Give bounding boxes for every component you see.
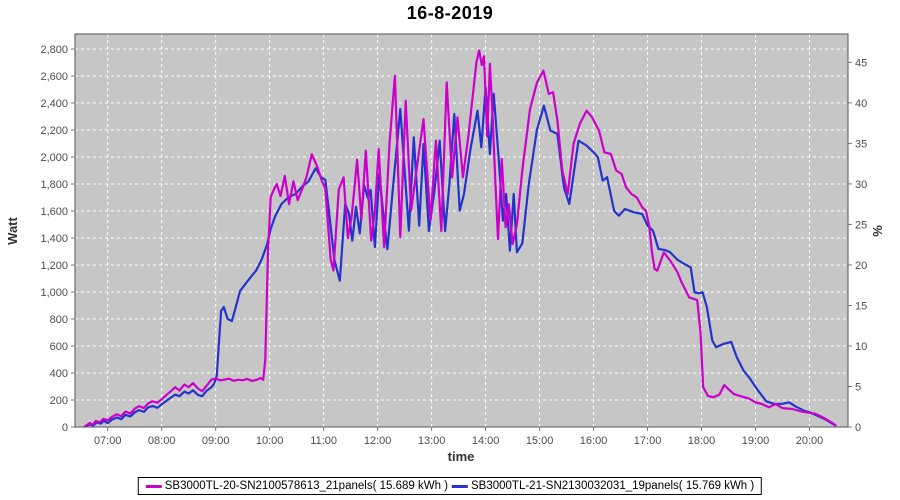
x-axis-tick-label: 10:00	[256, 435, 284, 447]
y-axis-left-tick-label: 1,000	[40, 287, 68, 299]
x-axis-tick-label: 18:00	[688, 435, 716, 447]
y-axis-left-tick-label: 2,800	[40, 44, 68, 56]
chart-title: 16-8-2019	[406, 3, 494, 23]
y-axis-right-title: %	[870, 225, 885, 237]
x-axis-tick-label: 16:00	[580, 435, 608, 447]
series-line-20	[83, 49, 837, 428]
y-axis-left-tick-label: 1,200	[40, 260, 68, 272]
x-axis-tick-label: 12:00	[364, 435, 392, 447]
legend-label-inverter-20: SB3000TL-20-SN2100578613_21panels( 15.68…	[164, 480, 448, 492]
y-axis-right-tick-label: 20	[855, 260, 867, 272]
x-axis-tick-label: 14:00	[472, 435, 500, 447]
x-axis-title: time	[448, 449, 475, 464]
chart-legend: SB3000TL-20-SN2100578613_21panels( 15.68…	[137, 477, 763, 495]
series-line-21	[83, 86, 837, 428]
y-axis-right-tick-label: 35	[855, 138, 867, 150]
y-axis-right-tick-label: 45	[855, 57, 867, 69]
legend-item-inverter-21: SB3000TL-21-SN2130032031_19panels( 15.76…	[452, 480, 754, 492]
x-axis-tick-label: 19:00	[742, 435, 770, 447]
x-axis-tick-label: 09:00	[202, 435, 230, 447]
x-axis-tick-label: 17:00	[634, 435, 662, 447]
x-axis-tick-label: 07:00	[94, 435, 122, 447]
y-axis-right-tick-label: 5	[855, 381, 861, 393]
x-axis-tick-label: 08:00	[148, 435, 176, 447]
y-axis-left-tick-label: 600	[50, 341, 68, 353]
y-axis-left-tick-label: 800	[50, 314, 68, 326]
x-axis-tick-label: 13:00	[418, 435, 446, 447]
chart-svg: 02004006008001,0001,2001,4001,6001,8002,…	[5, 33, 885, 464]
y-axis-right-tick-label: 0	[855, 422, 861, 434]
y-axis-left-tick-label: 1,800	[40, 179, 68, 191]
y-axis-left-tick-label: 2,000	[40, 152, 68, 164]
y-axis-left-tick-label: 200	[50, 395, 68, 407]
y-axis-right-tick-label: 40	[855, 98, 867, 110]
x-axis-tick-label: 15:00	[526, 435, 554, 447]
y-axis-left-title: Watt	[5, 216, 20, 244]
legend-label-inverter-21: SB3000TL-21-SN2130032031_19panels( 15.76…	[471, 480, 755, 492]
plot-background	[75, 34, 848, 427]
y-axis-left-tick-label: 400	[50, 368, 68, 380]
y-axis-right-tick-label: 25	[855, 219, 867, 231]
y-axis-right-tick-label: 10	[855, 341, 867, 353]
y-axis-left-tick-label: 2,600	[40, 71, 68, 83]
y-axis-left-tick-label: 2,200	[40, 125, 68, 137]
plot-area: 02004006008001,0001,2001,4001,6001,8002,…	[40, 33, 867, 447]
y-axis-left-tick-label: 1,400	[40, 233, 68, 245]
y-axis-left-tick-label: 2,400	[40, 98, 68, 110]
y-axis-right-tick-label: 15	[855, 300, 867, 312]
x-axis-tick-label: 20:00	[796, 435, 824, 447]
plot-border	[74, 33, 849, 428]
legend-swatch-blue-line	[452, 484, 468, 488]
y-axis-right-tick-label: 30	[855, 179, 867, 191]
y-axis-left-tick-label: 1,600	[40, 206, 68, 218]
y-axis-left-tick-label: 0	[62, 422, 68, 434]
legend-item-inverter-20: SB3000TL-20-SN2100578613_21panels( 15.68…	[145, 480, 448, 492]
x-axis-tick-label: 11:00	[310, 435, 337, 447]
legend-swatch-magenta-line	[145, 484, 162, 488]
